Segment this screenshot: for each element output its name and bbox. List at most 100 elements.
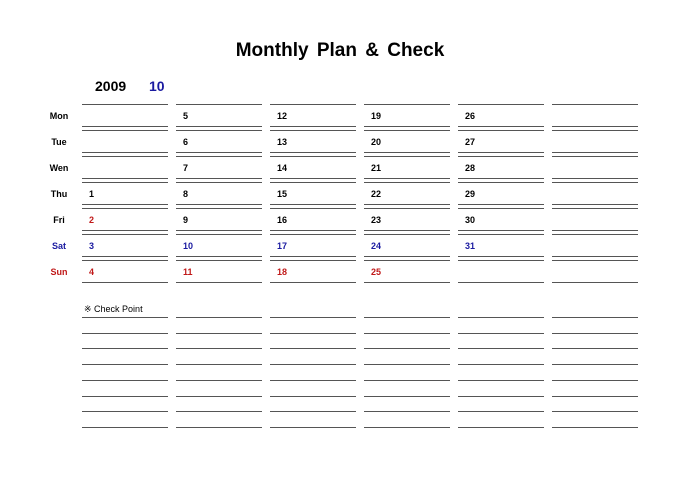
cell-line	[82, 156, 168, 157]
check-point-line	[364, 396, 450, 397]
date-cell: 14	[277, 163, 288, 173]
cell-line	[270, 208, 356, 209]
cell-line	[82, 260, 168, 261]
check-point-line	[82, 317, 168, 318]
page-title: Monthly Plan & Check	[235, 40, 445, 61]
cell-line	[176, 130, 262, 131]
cell-line	[270, 282, 356, 283]
cell-line	[176, 178, 262, 179]
cell-line	[176, 234, 262, 235]
cell-line	[364, 256, 450, 257]
cell-line	[364, 208, 450, 209]
check-point-line	[552, 396, 638, 397]
cell-line	[364, 282, 450, 283]
cell-line	[364, 104, 450, 105]
date-cell: 6	[183, 137, 189, 147]
date-cell: 28	[465, 163, 476, 173]
check-point-line	[458, 364, 544, 365]
cell-line	[270, 256, 356, 257]
date-cell: 19	[371, 111, 382, 121]
date-cell: 13	[277, 137, 288, 147]
cell-line	[82, 256, 168, 257]
cell-line	[82, 152, 168, 153]
date-cell: 1	[89, 189, 95, 199]
date-cell: 10	[183, 241, 194, 251]
check-point-line	[458, 396, 544, 397]
cell-line	[270, 126, 356, 127]
cell-line	[176, 282, 262, 283]
check-point-line	[176, 427, 262, 428]
day-label-tue: Tue	[51, 137, 67, 147]
check-point-line	[82, 380, 168, 381]
cell-line	[364, 126, 450, 127]
date-cell: 4	[89, 267, 95, 277]
date-cell: 25	[371, 267, 382, 277]
check-point-line	[552, 333, 638, 334]
date-cell: 12	[277, 111, 288, 121]
cell-line	[364, 230, 450, 231]
date-cell: 22	[371, 189, 382, 199]
check-point-line	[270, 333, 356, 334]
cell-line	[458, 104, 544, 105]
date-cell: 27	[465, 137, 476, 147]
cell-line	[458, 282, 544, 283]
check-point-line	[176, 317, 262, 318]
cell-line	[552, 230, 638, 231]
check-point-line	[364, 411, 450, 412]
check-point-line	[364, 348, 450, 349]
check-point-line	[552, 427, 638, 428]
check-point-line	[364, 427, 450, 428]
cell-line	[176, 104, 262, 105]
cell-line	[364, 204, 450, 205]
cell-line	[364, 130, 450, 131]
day-label-thu: Thu	[50, 189, 68, 199]
check-point-line	[364, 317, 450, 318]
check-point-label: ※ Check Point	[84, 304, 143, 314]
cell-line	[82, 230, 168, 231]
cell-line	[176, 260, 262, 261]
cell-line	[176, 126, 262, 127]
check-point-line	[458, 427, 544, 428]
date-cell: 18	[277, 267, 288, 277]
cell-line	[270, 230, 356, 231]
cell-line	[270, 234, 356, 235]
cell-line	[270, 130, 356, 131]
check-point-line	[176, 396, 262, 397]
cell-line	[458, 130, 544, 131]
cell-line	[270, 104, 356, 105]
check-point-line	[270, 427, 356, 428]
check-point-line	[552, 380, 638, 381]
date-cell: 20	[371, 137, 382, 147]
date-cell: 26	[465, 111, 476, 121]
check-point-line	[176, 411, 262, 412]
cell-line	[552, 234, 638, 235]
check-point-line	[82, 333, 168, 334]
year-label: 2009	[95, 78, 127, 94]
cell-line	[552, 130, 638, 131]
cell-line	[552, 208, 638, 209]
cell-line	[458, 208, 544, 209]
check-point-line	[82, 396, 168, 397]
month-label: 10	[149, 78, 165, 94]
check-point-line	[176, 348, 262, 349]
cell-line	[458, 204, 544, 205]
day-label-mon: Mon	[49, 111, 69, 121]
date-cell: 29	[465, 189, 476, 199]
date-cell: 8	[183, 189, 189, 199]
cell-line	[552, 182, 638, 183]
day-label-sat: Sat	[51, 241, 66, 251]
check-point-line	[270, 348, 356, 349]
check-point-line	[364, 380, 450, 381]
cell-line	[82, 130, 168, 131]
cell-line	[176, 256, 262, 257]
cell-line	[176, 230, 262, 231]
check-point-line	[270, 396, 356, 397]
check-point-line	[270, 317, 356, 318]
check-point-line	[176, 333, 262, 334]
check-point-line	[552, 348, 638, 349]
cell-line	[458, 152, 544, 153]
check-point-line	[82, 364, 168, 365]
cell-line	[364, 260, 450, 261]
check-point-line	[176, 380, 262, 381]
cell-line	[364, 182, 450, 183]
